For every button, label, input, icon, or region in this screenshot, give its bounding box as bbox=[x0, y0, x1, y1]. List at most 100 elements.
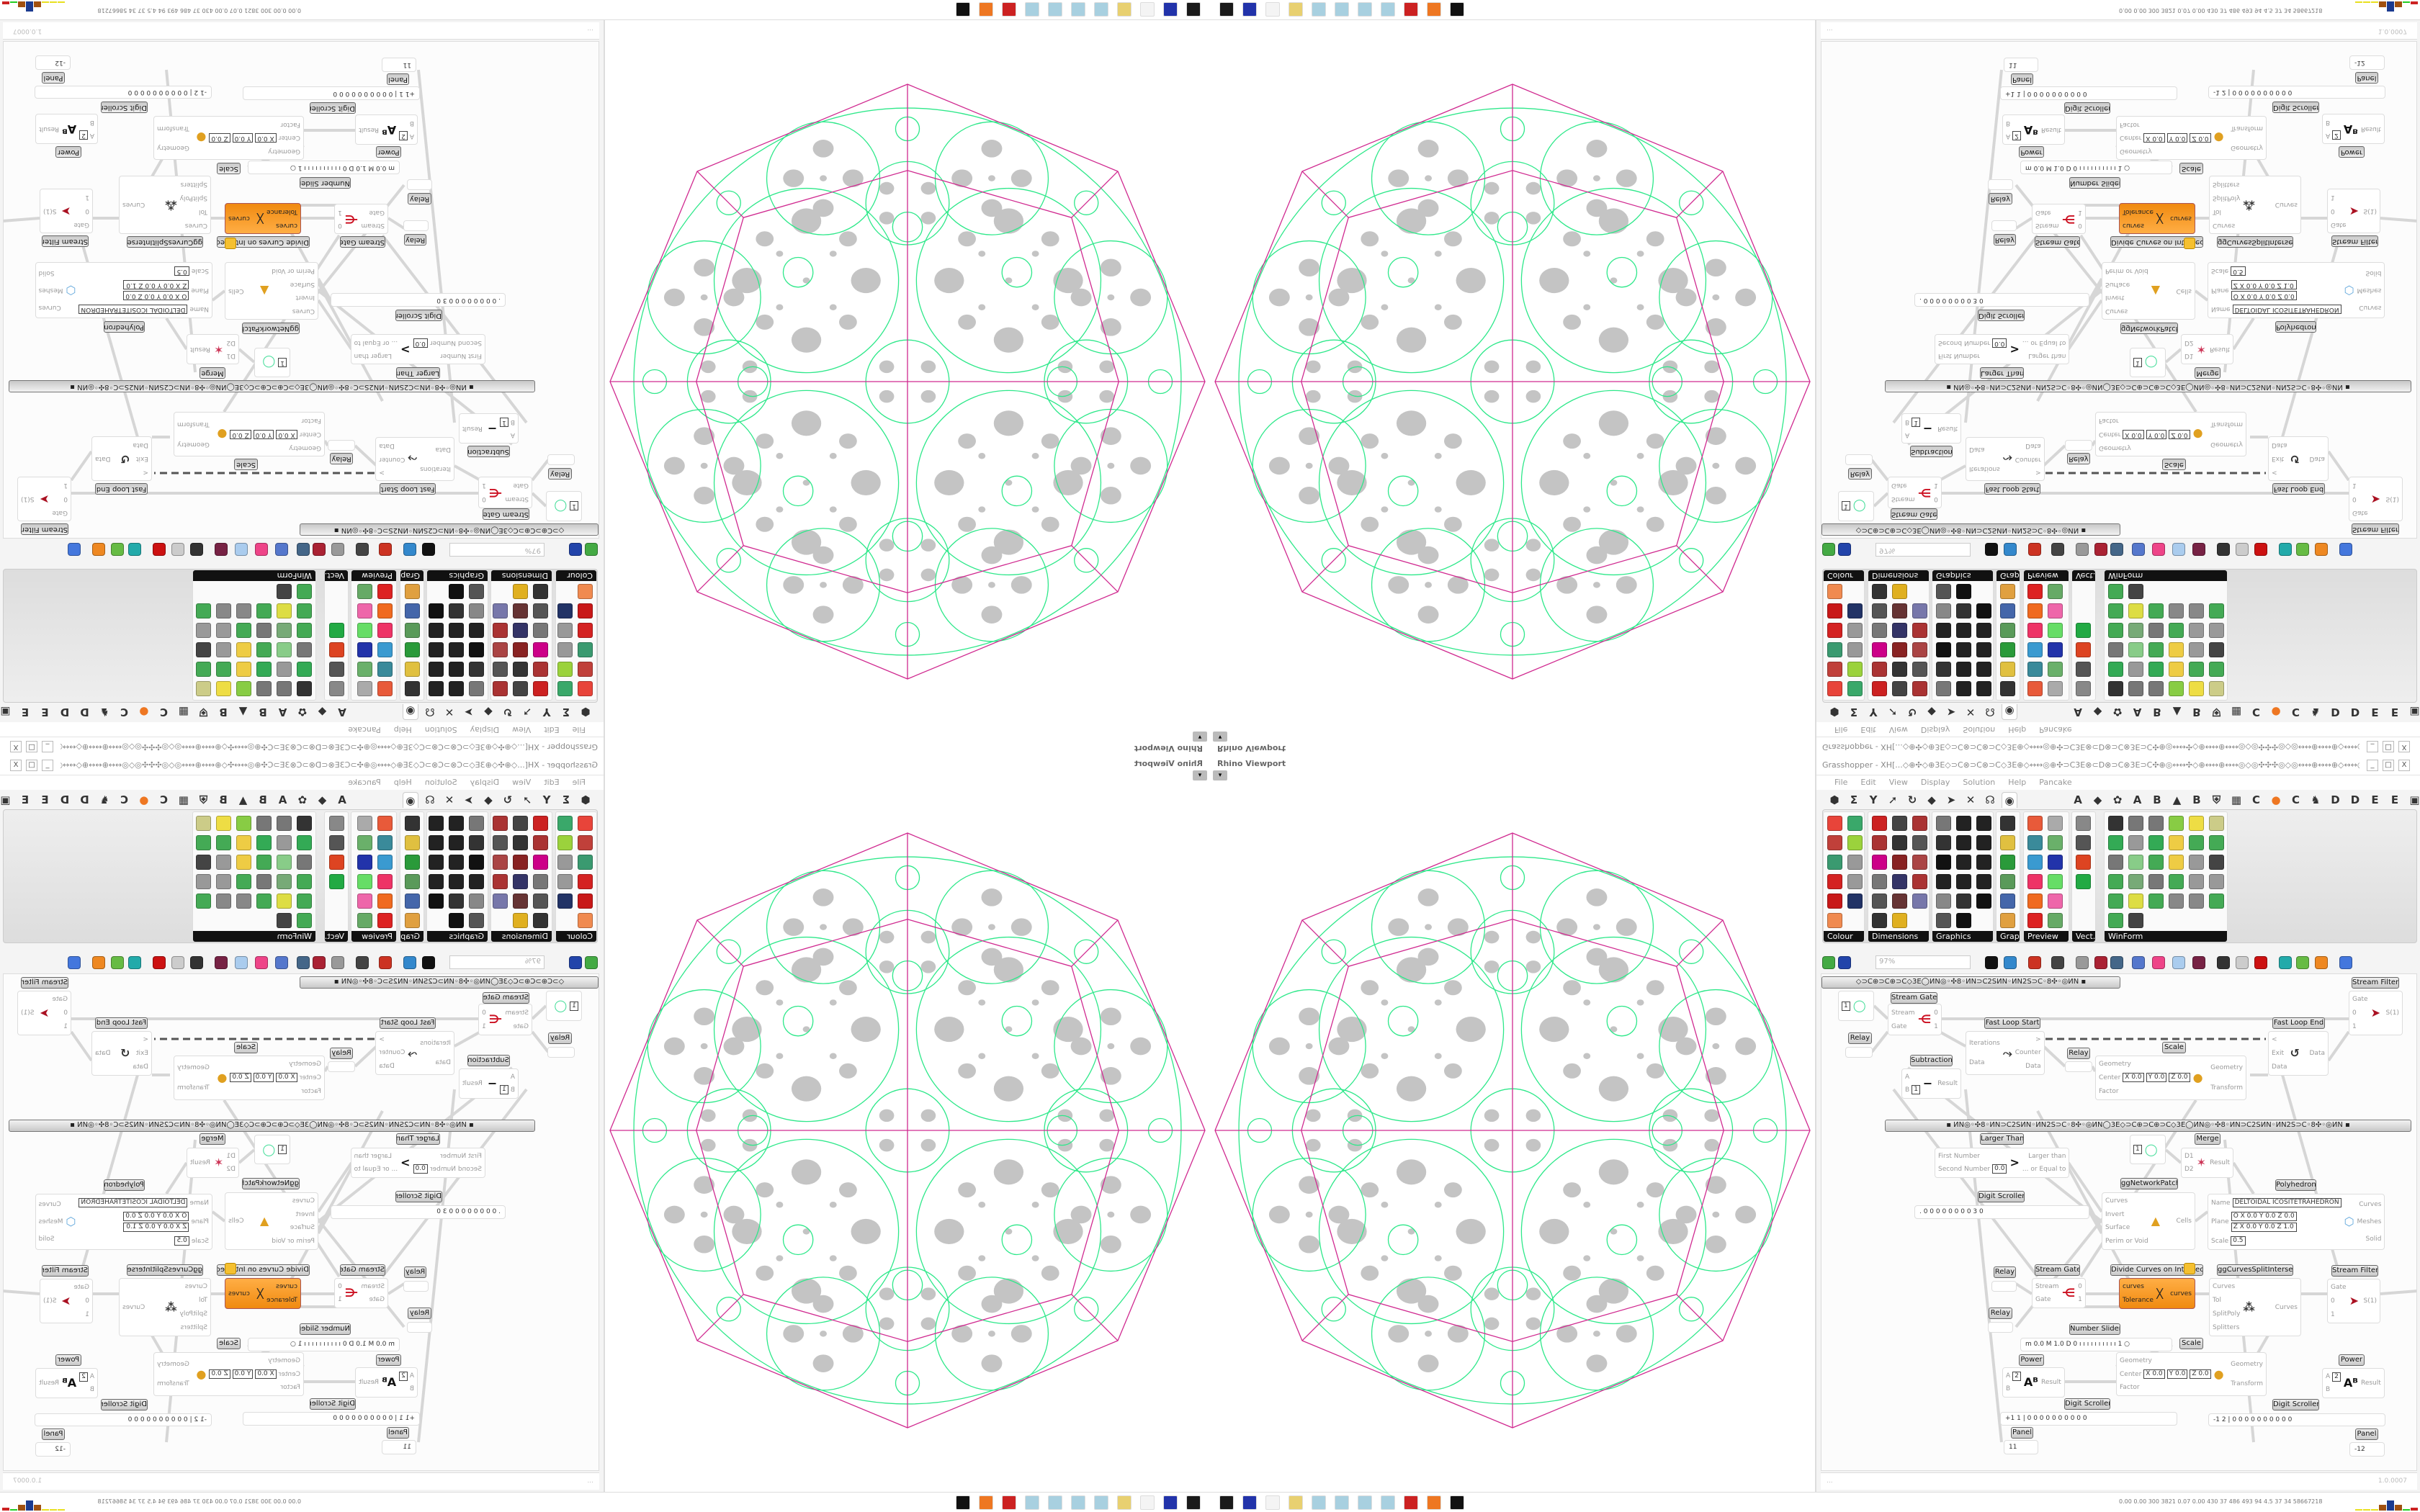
component-icon[interactable] bbox=[1956, 913, 1971, 928]
menu-view[interactable]: View bbox=[1888, 778, 1908, 787]
component-icon[interactable] bbox=[236, 642, 251, 657]
toolbar-icon[interactable] bbox=[2051, 956, 2064, 969]
component-icon[interactable] bbox=[297, 642, 312, 657]
input-param[interactable]: 0 bbox=[2352, 495, 2357, 503]
component-icon[interactable] bbox=[533, 835, 548, 850]
tab-icon[interactable]: ◆ bbox=[484, 706, 493, 719]
input-param[interactable]: B bbox=[2326, 1386, 2331, 1394]
input-param[interactable]: Center bbox=[278, 134, 300, 142]
component-icon[interactable] bbox=[469, 816, 484, 831]
param-value[interactable]: O X 0.0 Y 0.0 Z 0.0 bbox=[123, 291, 189, 300]
input-param[interactable]: D1 bbox=[2184, 352, 2194, 359]
group-bar[interactable]: ◇⊃C⊕⊃C⊕⊃C◇3E◯ИN◎◦✣8◦ИN⊃C2SИN◦ИN2S⊃C◦8✣◦◎… bbox=[1821, 976, 2120, 989]
input-param[interactable]: Exit bbox=[2272, 455, 2285, 463]
component-number-slider[interactable]: m 0.0 M 1.0 D 0 ı ı ı ı ı ı ı ı ı ı 1 ○ bbox=[248, 1338, 400, 1351]
component-label[interactable]: Stream Gate bbox=[1891, 992, 1937, 1004]
component-icon[interactable] bbox=[2000, 584, 2015, 599]
component-icon[interactable] bbox=[449, 816, 464, 831]
component-icon[interactable] bbox=[2209, 835, 2224, 850]
toolbar-icon[interactable] bbox=[215, 543, 228, 556]
tab-icon[interactable]: E bbox=[41, 793, 49, 806]
component-label[interactable]: Relay bbox=[1989, 1308, 2012, 1319]
tab-icon[interactable]: ➚ bbox=[522, 706, 532, 719]
grasshopper-canvas[interactable]: ◇⊃C⊕⊃C⊕⊃C◇3E◯ИN◎◦✣8◦ИN⊃C2SИN◦ИN2S⊃C◦8✣◦◎… bbox=[1821, 973, 2417, 1471]
tab-icon[interactable]: ▲ bbox=[2172, 793, 2182, 806]
component-icon[interactable] bbox=[297, 584, 312, 599]
input-param[interactable]: Splitters bbox=[2213, 1323, 2240, 1331]
tab-icon[interactable]: D bbox=[2331, 793, 2340, 806]
param-value[interactable]: -1 2 | 0 0 0 0 0 0 0 0 0 0 bbox=[2213, 89, 2293, 96]
component-icon[interactable] bbox=[1956, 681, 1971, 696]
toolbar-icon[interactable] bbox=[2051, 543, 2064, 556]
component-icon[interactable] bbox=[1872, 835, 1887, 850]
component-icon[interactable] bbox=[513, 816, 528, 831]
group-bar[interactable]: ▪ ИN◎◦✣8◦ИN⊃C2SИN◦ИN2S⊃C◦8✣◦◎ИN◯3E◇⊃C⊕⊃C… bbox=[9, 380, 535, 392]
input-param[interactable]: A bbox=[409, 1372, 414, 1380]
output-param[interactable]: 1 bbox=[338, 209, 342, 216]
param-value[interactable]: -12 bbox=[2354, 59, 2365, 67]
component-polyhedron[interactable]: Name DELTOIDAL ICOSITETRAHEDRON Plane O X 0… bbox=[35, 1194, 212, 1250]
component-icon[interactable] bbox=[377, 603, 393, 618]
param-value[interactable]: Z X 0.0 Y 0.0 Z 1.0 bbox=[2231, 1223, 2297, 1232]
component-subtraction[interactable]: A B 1− Result bbox=[1901, 1068, 1961, 1099]
tab-icon[interactable]: ● bbox=[2271, 793, 2281, 806]
tab-icon[interactable]: D bbox=[2350, 706, 2360, 719]
component-icon[interactable] bbox=[2027, 894, 2043, 909]
component-icon[interactable] bbox=[1976, 894, 1991, 909]
input-param[interactable]: Iterations bbox=[1969, 465, 2000, 473]
component-icon[interactable] bbox=[2108, 584, 2123, 599]
input-param[interactable]: First Number bbox=[440, 352, 482, 360]
output-param[interactable]: 0 bbox=[1934, 1009, 1938, 1017]
component-icon[interactable] bbox=[557, 662, 573, 677]
tab-icon[interactable]: ⛨ bbox=[2212, 793, 2221, 806]
component-icon[interactable] bbox=[2048, 662, 2063, 677]
component-label[interactable]: Fast Loop End bbox=[95, 483, 148, 495]
component-subtraction[interactable]: A B 1− Result bbox=[1901, 413, 1961, 444]
param-value[interactable]: Y 0.0 bbox=[253, 1073, 274, 1083]
input-param[interactable]: Factor bbox=[280, 121, 300, 128]
param-value[interactable]: Z 0.0 bbox=[2169, 429, 2190, 439]
output-param[interactable]: Result bbox=[359, 1379, 380, 1386]
component-label[interactable]: Subtraction bbox=[1910, 446, 1953, 457]
menu-view[interactable]: View bbox=[512, 725, 532, 734]
component-icon[interactable] bbox=[2108, 894, 2123, 909]
component-label[interactable]: ggNetworkPatch bbox=[2120, 1178, 2178, 1189]
tab-icon[interactable]: ✿ bbox=[2112, 793, 2123, 806]
component-icon[interactable] bbox=[1976, 835, 1991, 850]
output-param[interactable]: S(1) bbox=[43, 207, 57, 215]
component-label[interactable]: Merge bbox=[200, 1133, 225, 1145]
component-icon[interactable] bbox=[2128, 835, 2143, 850]
component-power[interactable]: A 2 B Aᴮ Result bbox=[355, 1367, 418, 1398]
input-param[interactable]: D2 bbox=[226, 339, 236, 346]
component-icon[interactable] bbox=[2209, 623, 2224, 638]
component-fast-loop-start[interactable]: Iterations Data ⤳ > Counter Data bbox=[1966, 437, 2045, 481]
input-param[interactable]: 1 bbox=[2352, 482, 2357, 490]
tab-icon[interactable]: D bbox=[60, 793, 70, 806]
tab-icon[interactable]: ↻ bbox=[503, 793, 513, 806]
input-param[interactable]: Geometry bbox=[289, 1061, 321, 1068]
component-icon[interactable] bbox=[493, 816, 508, 831]
component-icon[interactable] bbox=[1872, 642, 1887, 657]
taskbar-app-icon[interactable] bbox=[1450, 2, 1464, 17]
component-icon[interactable] bbox=[557, 855, 573, 870]
component-stream-filter[interactable]: Gate 0 1 ➤ S(1) bbox=[2349, 477, 2403, 521]
component-label[interactable]: Fast Loop Start bbox=[380, 1017, 436, 1029]
taskbar-app-icon[interactable] bbox=[1025, 2, 1039, 17]
component-icon[interactable] bbox=[1936, 913, 1951, 928]
component-divide-curves-on-intersections[interactable]: curves Tolerance ᚷ curves bbox=[225, 1278, 301, 1309]
component-icon[interactable] bbox=[1936, 874, 1951, 889]
param-value[interactable]: Z 0.0 bbox=[2190, 133, 2211, 143]
param-value[interactable]: 1 bbox=[2133, 1145, 2142, 1154]
component-icon[interactable] bbox=[1827, 913, 1842, 928]
tab-icon[interactable]: E bbox=[2371, 793, 2379, 806]
grasshopper-canvas[interactable]: ◇⊃C⊕⊃C⊕⊃C◇3E◯ИN◎◦✣8◦ИN⊃C2SИN◦ИN2S⊃C◦8✣◦◎… bbox=[3, 973, 599, 1471]
param-value[interactable]: Z X 0.0 Y 0.0 Z 1.0 bbox=[123, 1223, 189, 1232]
component-icon[interactable] bbox=[297, 603, 312, 618]
component-relay[interactable] bbox=[403, 220, 429, 231]
component-label[interactable]: Polyhedron bbox=[104, 321, 145, 333]
tab-icon[interactable]: A bbox=[278, 793, 287, 806]
toolbar-icon[interactable] bbox=[403, 956, 416, 969]
component-icon[interactable] bbox=[2027, 662, 2043, 677]
menu-edit[interactable]: Edit bbox=[1860, 725, 1876, 734]
component-icon[interactable] bbox=[377, 816, 393, 831]
